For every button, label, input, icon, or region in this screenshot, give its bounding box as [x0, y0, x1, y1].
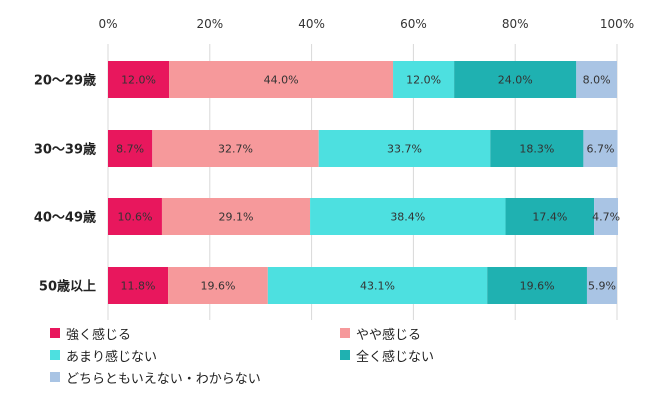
bar-segment — [108, 61, 170, 98]
bar-segment — [583, 130, 618, 167]
bar-segment — [487, 267, 587, 304]
bar-segment — [161, 198, 311, 235]
data-label: 8.0% — [583, 74, 611, 87]
data-label: 19.6% — [200, 280, 235, 293]
bar-segment — [108, 267, 169, 304]
data-label: 5.9% — [588, 280, 616, 293]
data-label: 33.7% — [387, 143, 422, 156]
legend-label: あまり感じない — [66, 349, 158, 365]
data-label: 19.6% — [520, 280, 555, 293]
data-label: 12.0% — [406, 74, 441, 87]
bar-segment — [586, 267, 617, 304]
data-label: 18.3% — [519, 143, 554, 156]
legend-swatch — [50, 328, 60, 338]
bar-segment — [393, 61, 455, 98]
data-label: 38.4% — [390, 211, 425, 224]
x-tick-label: 20% — [196, 17, 223, 31]
x-tick-label: 100% — [600, 17, 634, 31]
legend-label: 強く感じる — [66, 327, 132, 343]
data-label: 11.8% — [121, 280, 156, 293]
legend-swatch — [50, 350, 60, 360]
data-label: 4.7% — [592, 211, 620, 224]
bar-segment — [490, 130, 584, 167]
bar-segment — [168, 267, 268, 304]
data-label: 6.7% — [586, 143, 614, 156]
legend-item: 全く感じない — [340, 345, 600, 365]
bar-segment — [267, 267, 488, 304]
bar-segment — [576, 61, 617, 98]
category-label: 20〜29歳 — [34, 73, 96, 89]
legend-swatch — [340, 350, 350, 360]
bar-segment — [169, 61, 394, 98]
data-label: 24.0% — [498, 74, 533, 87]
data-label: 12.0% — [121, 74, 156, 87]
data-label: 29.1% — [219, 211, 254, 224]
legend-label: やや感じる — [356, 327, 422, 343]
data-label: 8.7% — [116, 143, 144, 156]
x-tick-label: 0% — [98, 17, 117, 31]
data-label: 10.6% — [118, 211, 153, 224]
bar-segment — [318, 130, 491, 167]
bar-segment — [152, 130, 319, 167]
legend-item: どちらともいえない・わからない — [50, 367, 600, 387]
bar-segment — [108, 130, 153, 167]
legend-swatch — [50, 372, 60, 382]
chart-legend: 強く感じる やや感じるあまり感じない 全く感じないどちらともいえない・わからない — [50, 323, 610, 387]
x-tick-label: 40% — [298, 17, 325, 31]
legend-label: 全く感じない — [356, 349, 435, 365]
bar-segment — [108, 198, 162, 235]
bar-segment — [505, 198, 595, 235]
data-label: 17.4% — [532, 211, 567, 224]
bar-segment — [454, 61, 577, 98]
bar-segment — [310, 198, 506, 235]
legend-item: 強く感じる — [50, 323, 340, 343]
legend-label: どちらともいえない・わからない — [66, 371, 261, 387]
x-tick-label: 60% — [400, 17, 427, 31]
category-label: 40〜49歳 — [34, 210, 96, 226]
x-tick-label: 80% — [502, 17, 529, 31]
data-label: 43.1% — [360, 280, 395, 293]
legend-item: やや感じる — [340, 323, 600, 343]
category-label: 50歳以上 — [39, 279, 96, 295]
data-label: 32.7% — [218, 143, 253, 156]
legend-item: あまり感じない — [50, 345, 340, 365]
legend-swatch — [340, 328, 350, 338]
category-label: 30〜39歳 — [34, 142, 96, 158]
data-label: 44.0% — [264, 74, 299, 87]
bar-segment — [594, 198, 619, 235]
